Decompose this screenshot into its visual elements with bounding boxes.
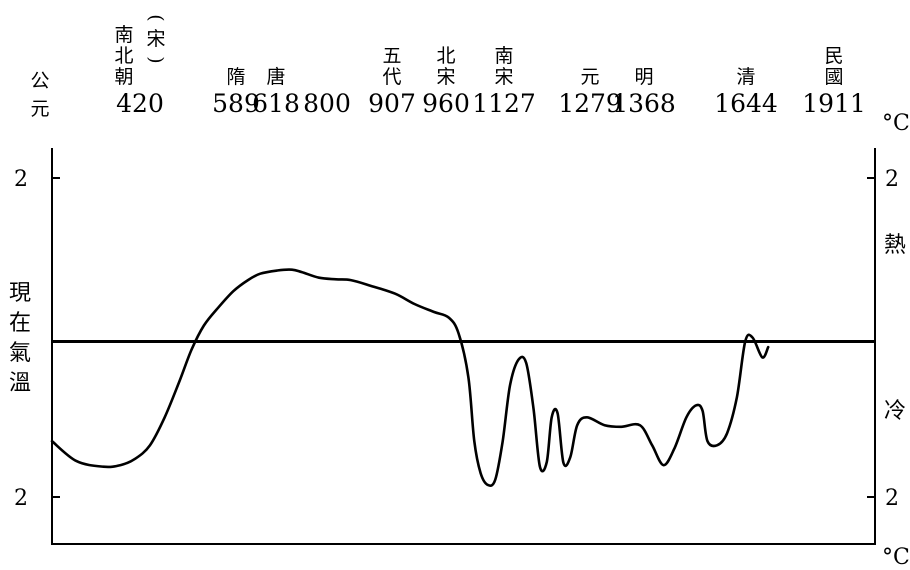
x-tick-dynasty-1644-0: 清 xyxy=(736,66,755,88)
x-axis-caption-char-1: 元 xyxy=(30,98,49,120)
x-tick-dynasty-extra-420-0: ( xyxy=(145,14,167,21)
right-unit-label: °C xyxy=(882,111,910,136)
x-tick-dynasty-1127-0: 南 xyxy=(494,45,513,67)
baseline-label-char-2: 氣 xyxy=(9,341,31,366)
x-tick-dynasty-1911-0: 民 xyxy=(824,45,843,67)
right-tick-label-top: 2 xyxy=(885,167,899,192)
x-tick-dynasty-420-0: 南 xyxy=(114,24,133,46)
x-tick-dynasty-420-2: 朝 xyxy=(114,66,133,88)
baseline-label-char-0: 現 xyxy=(9,281,31,306)
x-tick-year-420: 420 xyxy=(116,89,164,118)
x-tick-dynasty-618-0: 唐 xyxy=(266,66,285,88)
temperature-curve xyxy=(50,268,770,487)
x-tick-dynasty-1279-0: 元 xyxy=(580,66,599,88)
warm-label: 熱 xyxy=(884,233,906,258)
x-tick-dynasty-907-0: 五 xyxy=(382,45,401,67)
x-tick-dynasty-420-1: 北 xyxy=(114,45,133,67)
x-tick-year-960: 960 xyxy=(422,89,470,118)
right-tick-label-bottom: 2 xyxy=(885,486,899,511)
x-tick-year-1368: 1368 xyxy=(612,89,676,118)
x-tick-year-1911: 1911 xyxy=(802,89,866,118)
x-tick-dynasty-907-1: 代 xyxy=(382,66,401,88)
x-tick-year-907: 907 xyxy=(368,89,416,118)
x-tick-year-1127: 1127 xyxy=(472,89,536,118)
baseline-label-char-3: 溫 xyxy=(9,371,31,396)
left-tick-label-top: 2 xyxy=(14,167,28,192)
x-tick-year-1279: 1279 xyxy=(558,89,622,118)
x-tick-year-589: 589 xyxy=(212,89,260,118)
x-tick-dynasty-1127-1: 宋 xyxy=(494,66,513,88)
x-tick-year-800: 800 xyxy=(303,89,351,118)
x-tick-dynasty-1911-1: 國 xyxy=(824,66,843,88)
x-tick-dynasty-589-0: 隋 xyxy=(226,66,245,88)
x-tick-dynasty-extra-420-1: 宋 xyxy=(146,28,165,50)
x-tick-dynasty-1368-0: 明 xyxy=(634,66,653,88)
baseline-label-char-1: 在 xyxy=(9,311,31,336)
x-axis-caption-char-0: 公 xyxy=(30,70,49,92)
bottom-right-unit-label: °C xyxy=(882,545,910,570)
left-tick-label-bottom: 2 xyxy=(14,486,28,511)
x-tick-dynasty-extra-420-2: ) xyxy=(145,56,167,63)
x-axis-caption: 公元 xyxy=(30,70,49,120)
x-tick-year-618: 618 xyxy=(252,89,300,118)
x-tick-dynasty-960-1: 宋 xyxy=(436,66,455,88)
x-tick-dynasty-960-0: 北 xyxy=(436,45,455,67)
x-tick-year-1644: 1644 xyxy=(714,89,778,118)
cold-label: 冷 xyxy=(884,399,906,424)
